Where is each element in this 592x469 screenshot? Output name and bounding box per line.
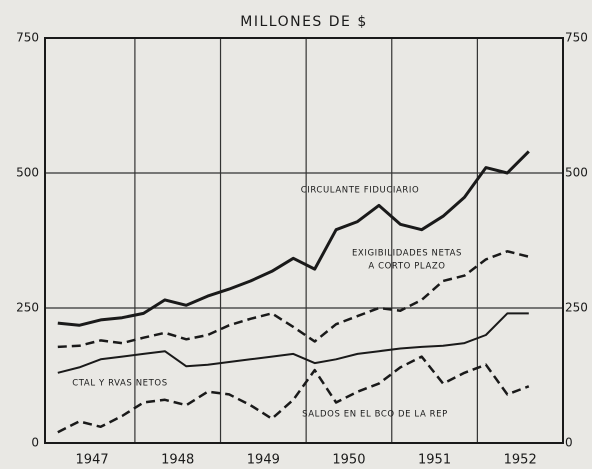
x-tick-label: 1948 xyxy=(161,453,194,468)
series-line xyxy=(57,355,530,434)
series-line xyxy=(57,150,530,327)
y-tick-label: 250 xyxy=(16,301,39,315)
y2-tick-label: 250 xyxy=(565,301,588,315)
annotation: SALDOS EN EL BCO DE LA REP xyxy=(302,410,448,420)
y2-tick-label: 500 xyxy=(565,166,588,180)
x-tick-label: 1951 xyxy=(418,453,451,468)
y2-tick-label: 0 xyxy=(565,436,573,450)
x-tick-label: 1950 xyxy=(332,453,365,468)
annotation: EXIGIBILIDADES NETAS xyxy=(352,249,462,259)
plot-frame xyxy=(44,37,564,444)
x-tick-label: 1949 xyxy=(247,453,280,468)
annotation: A CORTO PLAZO xyxy=(368,262,445,272)
x-tick-label: 1947 xyxy=(76,453,109,468)
y-tick-label: 500 xyxy=(16,166,39,180)
x-tick-label: 1952 xyxy=(504,453,537,468)
series-line xyxy=(57,312,529,374)
y2-tick-label: 750 xyxy=(565,31,588,45)
series-line xyxy=(57,250,530,349)
y-tick-label: 750 xyxy=(16,31,39,45)
y-tick-label: 0 xyxy=(31,436,39,450)
annotation: CTAL Y RVAS NETOS xyxy=(72,379,167,389)
annotation: CIRCULANTE FIDUCIARIO xyxy=(301,186,420,196)
chart-title: MILLONES DE $ xyxy=(240,14,367,30)
